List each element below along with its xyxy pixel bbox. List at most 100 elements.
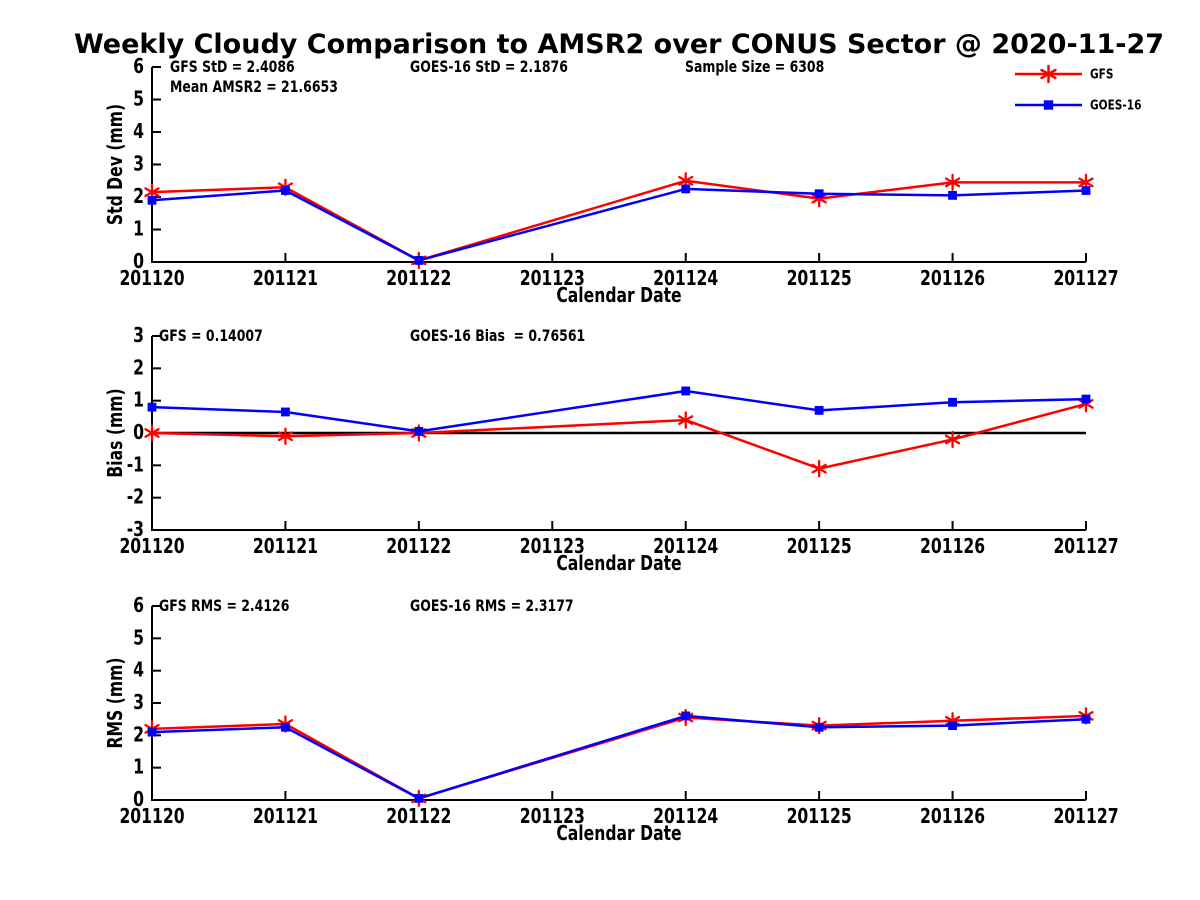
- annotation: Sample Size = 6308: [685, 57, 824, 76]
- x-tick-label: 201123: [520, 534, 585, 558]
- y-tick-label: 4: [133, 658, 144, 682]
- goes-16-marker: [814, 189, 824, 199]
- legend-item-goes-16: GOES-16: [1015, 98, 1141, 114]
- annotation: GOES-16 StD = 2.1876: [410, 57, 568, 76]
- gfs-marker: [944, 173, 961, 192]
- x-tick-label: 201125: [787, 266, 852, 290]
- goes-16-marker: [1081, 714, 1091, 724]
- x-tick-label: 201120: [119, 266, 184, 290]
- annotation: Mean AMSR2 = 21.6653: [170, 77, 338, 96]
- legend-label: GOES-16: [1090, 98, 1141, 114]
- goes-16-marker: [681, 184, 691, 194]
- axis: [151, 67, 1086, 263]
- plot-rms-mm: 201120 201121 201122 201123 201124 201125 2011…: [103, 593, 1119, 845]
- x-tick-label: 201124: [653, 804, 718, 828]
- x-tick-label: 201122: [386, 804, 451, 828]
- goes-16-marker: [414, 255, 424, 265]
- y-axis-label: Bias (mm): [103, 388, 127, 477]
- plot-std-dev-mm: 201120 201121 201122 201123 201124 201125 2011…: [103, 54, 1119, 307]
- x-tick-label: 201124: [653, 534, 718, 558]
- goes-16-marker: [147, 195, 157, 205]
- goes-16-marker: [814, 405, 824, 415]
- x-tick-label: 201122: [386, 534, 451, 558]
- annotation: GOES-16 Bias = 0.76561: [410, 326, 585, 345]
- goes-16-marker: [147, 727, 157, 737]
- x-tick-label: 201122: [386, 266, 451, 290]
- goes-16-marker: [681, 711, 691, 721]
- goes-16-line: [151, 389, 1087, 433]
- goes-16-marker: [948, 190, 957, 200]
- gfs-marker: [144, 424, 160, 442]
- plot-bias-mm: 201120 201121 201122 201123 201124 201125 2011…: [103, 323, 1119, 575]
- x-tick-label: 201121: [253, 804, 318, 828]
- goes-16-marker: [948, 397, 957, 407]
- x-tick-label: 201123: [520, 266, 585, 290]
- y-tick-label: 1: [133, 217, 144, 241]
- legend-label: GFS: [1090, 67, 1113, 83]
- x-tick-label: 201127: [1053, 534, 1118, 558]
- y-tick-label: 2: [133, 722, 144, 746]
- goes-16-marker: [281, 186, 290, 195]
- goes-16-marker: [681, 386, 691, 396]
- legend: GFS GOES-16: [1015, 64, 1141, 114]
- chart-title: Weekly Cloudy Comparison to AMSR2 over C…: [73, 29, 1165, 60]
- annotation: GFS StD = 2.4086: [170, 57, 295, 76]
- x-tick-label: 201127: [1053, 266, 1118, 290]
- goes-16-marker: [1081, 186, 1091, 195]
- goes-16-marker: [1081, 394, 1091, 404]
- x-tick-label: 201126: [920, 266, 985, 290]
- x-tick-label: 201123: [520, 804, 585, 828]
- y-tick-label: 0: [133, 249, 144, 273]
- y-tick-label: 3: [133, 323, 144, 347]
- goes-16-marker: [948, 721, 957, 731]
- x-tick-label: 201125: [787, 804, 852, 828]
- y-tick-label: 2: [133, 184, 144, 208]
- y-tick-label: -1: [127, 452, 144, 476]
- y-tick-label: -3: [127, 517, 144, 541]
- goes-16-marker: [281, 407, 290, 417]
- y-axis-label: RMS (mm): [103, 658, 127, 749]
- x-axis-label: Calendar Date: [556, 551, 681, 575]
- goes-16-marker: [147, 402, 157, 412]
- x-axis-label: Calendar Date: [556, 821, 681, 845]
- goes-16-marker: [414, 426, 424, 436]
- x-tick-label: 201127: [1053, 804, 1118, 828]
- gfs-marker: [811, 459, 827, 478]
- annotation: GFS = 0.14007: [159, 326, 263, 345]
- annotation: GOES-16 RMS = 2.3177: [410, 596, 574, 615]
- y-tick-label: 2: [133, 355, 144, 379]
- x-axis-label: Calendar Date: [556, 283, 681, 307]
- goes-16-marker: [414, 793, 424, 803]
- x-tick-label: 201126: [920, 804, 985, 828]
- goes-16-marker: [281, 722, 290, 732]
- y-tick-label: 5: [133, 625, 144, 649]
- gfs-marker: [678, 411, 694, 429]
- gfs-marker: [944, 430, 961, 449]
- x-tick-label: 201121: [253, 534, 318, 558]
- x-tick-label: 201125: [787, 534, 852, 558]
- y-tick-label: 0: [133, 787, 144, 811]
- goes-16-marker: [814, 722, 824, 732]
- y-tick-label: 4: [133, 119, 144, 143]
- y-tick-label: 0: [133, 420, 144, 444]
- y-tick-label: 3: [133, 690, 144, 714]
- y-tick-label: 3: [133, 152, 144, 176]
- x-tick-label: 201120: [119, 804, 184, 828]
- gfs-marker: [277, 427, 294, 445]
- x-tick-label: 201120: [119, 534, 184, 558]
- annotation: GFS RMS = 2.4126: [159, 596, 289, 615]
- y-tick-label: 5: [133, 87, 144, 111]
- y-axis-label: Std Dev (mm): [103, 104, 127, 225]
- x-tick-label: 201124: [653, 266, 718, 290]
- y-tick-label: -2: [127, 485, 144, 509]
- legend-square-marker: [1043, 100, 1054, 110]
- legend-asterisk-marker: [1040, 64, 1057, 84]
- y-tick-label: 1: [133, 388, 144, 412]
- x-tick-label: 201126: [920, 534, 985, 558]
- x-tick-label: 201121: [253, 266, 318, 290]
- y-tick-label: 6: [133, 54, 144, 78]
- axis: [151, 606, 1086, 801]
- legend-item-gfs: GFS: [1015, 64, 1113, 84]
